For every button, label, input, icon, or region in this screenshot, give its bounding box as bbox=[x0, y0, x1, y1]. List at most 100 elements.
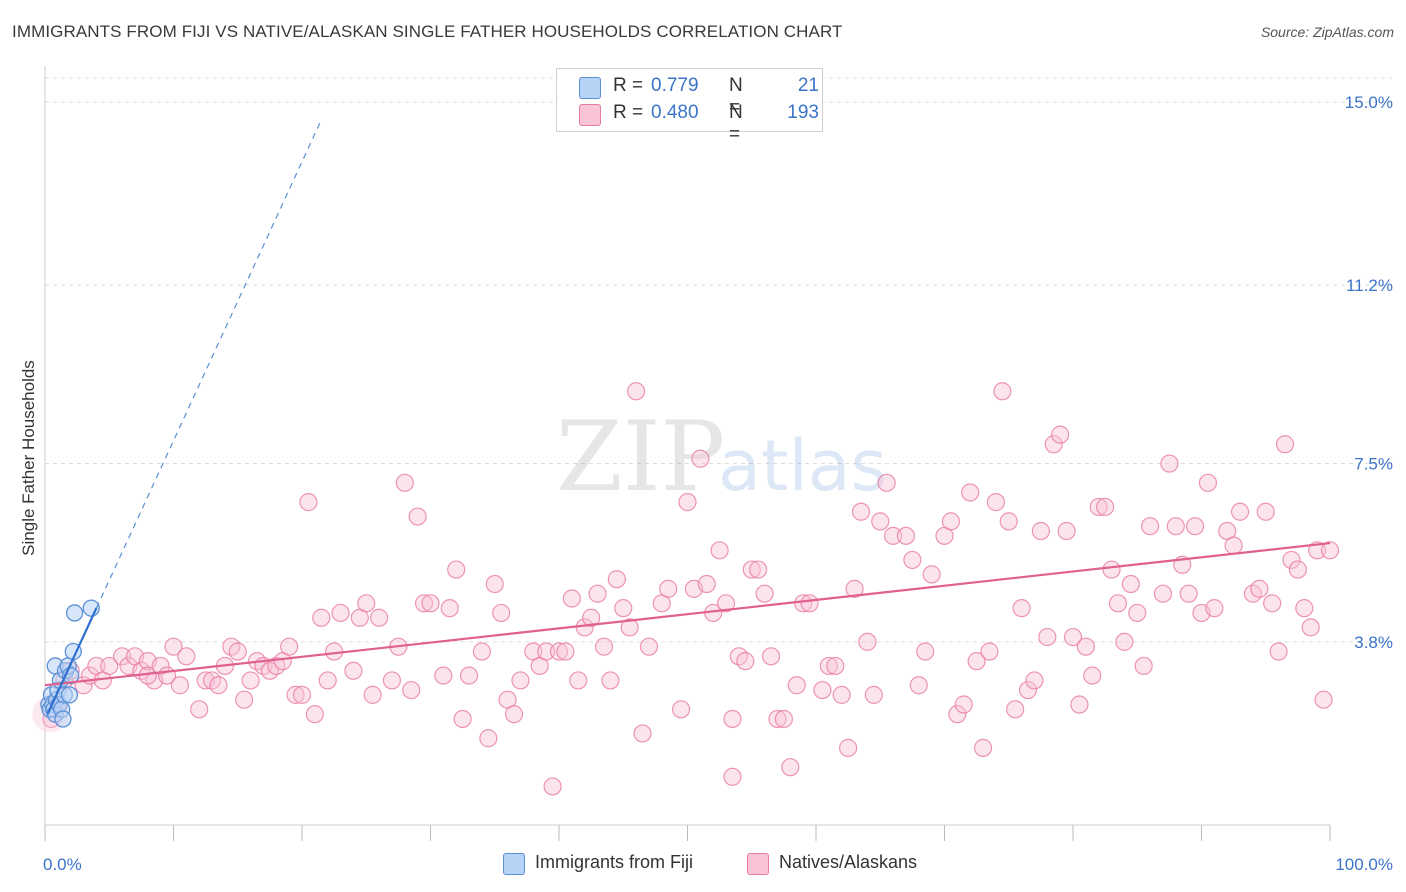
native-point bbox=[993, 382, 1012, 401]
native-point bbox=[1295, 599, 1314, 618]
native-point bbox=[1006, 700, 1025, 719]
native-point bbox=[582, 608, 601, 627]
legend-r-label: R = bbox=[613, 102, 644, 123]
native-point bbox=[755, 584, 774, 603]
native-point bbox=[492, 603, 511, 623]
native-point bbox=[241, 671, 260, 690]
native-point bbox=[1166, 517, 1185, 536]
native-point bbox=[440, 599, 459, 618]
native-point bbox=[1160, 454, 1179, 473]
native-point bbox=[691, 449, 710, 468]
native-point bbox=[819, 656, 838, 676]
native-point bbox=[312, 608, 331, 627]
native-points bbox=[42, 382, 1340, 796]
native-point bbox=[1275, 435, 1295, 454]
native-point bbox=[858, 632, 877, 651]
native-point bbox=[877, 473, 896, 492]
native-point bbox=[286, 685, 305, 704]
y-tick-label: 11.2% bbox=[1346, 276, 1393, 295]
zipatlas-watermark: ZIP atlas bbox=[556, 401, 887, 513]
native-point bbox=[1140, 517, 1160, 536]
native-point bbox=[948, 705, 967, 724]
y-tick-label: 7.5% bbox=[1354, 455, 1393, 474]
native-point bbox=[787, 676, 806, 695]
native-point bbox=[331, 603, 350, 623]
native-point bbox=[1108, 594, 1128, 613]
native-point bbox=[1134, 656, 1153, 676]
native-point bbox=[986, 493, 1006, 512]
native-point bbox=[177, 647, 196, 666]
native-point bbox=[659, 579, 678, 598]
native-point bbox=[614, 599, 633, 618]
native-point bbox=[871, 512, 890, 531]
native-trendline bbox=[44, 541, 1331, 687]
native-point bbox=[556, 642, 575, 661]
native-point bbox=[768, 709, 787, 729]
native-point bbox=[941, 512, 961, 531]
native-point bbox=[357, 594, 376, 613]
svg-text:atlas: atlas bbox=[718, 425, 887, 507]
fiji-point bbox=[65, 604, 84, 622]
bottom-legend-native-label: Natives/Alaskans bbox=[779, 852, 918, 872]
native-point bbox=[209, 676, 228, 695]
y-axis-label: Single Father Households bbox=[19, 360, 38, 556]
legend-n-label: N = bbox=[729, 102, 743, 145]
bottom-legend-fiji-label: Immigrants from Fiji bbox=[535, 852, 694, 872]
legend-n-value: 21 bbox=[797, 75, 819, 96]
svg-text:ZIP: ZIP bbox=[556, 401, 725, 513]
legend-r-value: 0.480 bbox=[651, 102, 699, 123]
native-point bbox=[1044, 435, 1063, 454]
native-point bbox=[485, 574, 504, 594]
native-point bbox=[774, 709, 793, 729]
fiji-points bbox=[32, 599, 100, 733]
native-point bbox=[896, 526, 916, 545]
native-point bbox=[1012, 599, 1031, 618]
native-point bbox=[1038, 627, 1057, 647]
native-point bbox=[671, 700, 691, 719]
fiji-point bbox=[60, 686, 79, 704]
native-point bbox=[826, 656, 845, 676]
native-point bbox=[954, 695, 973, 714]
native-point bbox=[537, 642, 556, 661]
native-point bbox=[280, 637, 299, 656]
trendlines bbox=[44, 119, 1331, 715]
native-point bbox=[749, 560, 768, 579]
native-point bbox=[562, 589, 581, 608]
y-tick-label: 3.8% bbox=[1354, 633, 1393, 652]
native-point bbox=[1121, 574, 1140, 594]
native-point bbox=[459, 666, 479, 685]
x-tick-label-max: 100.0% bbox=[1335, 855, 1393, 874]
fiji-trendline bbox=[46, 607, 98, 715]
legend-r-label: R = bbox=[613, 75, 644, 96]
fiji-swatch bbox=[579, 77, 601, 99]
native-point bbox=[1051, 425, 1070, 444]
native-point bbox=[678, 493, 697, 512]
chart-title: IMMIGRANTS FROM FIJI VS NATIVE/ALASKAN S… bbox=[12, 22, 843, 41]
native-point bbox=[1083, 666, 1102, 685]
native-point bbox=[961, 483, 980, 502]
native-point bbox=[781, 758, 800, 777]
native-point bbox=[1320, 541, 1340, 560]
native-point bbox=[363, 685, 382, 704]
native-point bbox=[999, 512, 1018, 531]
native-point bbox=[845, 579, 864, 598]
native-point bbox=[414, 594, 434, 613]
native-point bbox=[1153, 584, 1173, 603]
native-point bbox=[1263, 594, 1282, 613]
native-point bbox=[1096, 497, 1115, 517]
native-point bbox=[973, 738, 993, 757]
native-point bbox=[588, 584, 607, 603]
native-point bbox=[100, 656, 119, 676]
native-point bbox=[1089, 497, 1108, 517]
native-point bbox=[883, 526, 903, 545]
native-point bbox=[800, 594, 819, 613]
native-point bbox=[228, 642, 247, 661]
native-point bbox=[402, 680, 421, 700]
x-tick-label-min: 0.0% bbox=[43, 855, 82, 874]
y-tick-labels: 3.8% 7.5% 11.2% 15.0% bbox=[1345, 93, 1393, 652]
native-swatch bbox=[747, 853, 769, 875]
y-tick-label: 15.0% bbox=[1345, 93, 1393, 112]
native-point bbox=[549, 642, 569, 661]
native-point bbox=[980, 642, 999, 661]
